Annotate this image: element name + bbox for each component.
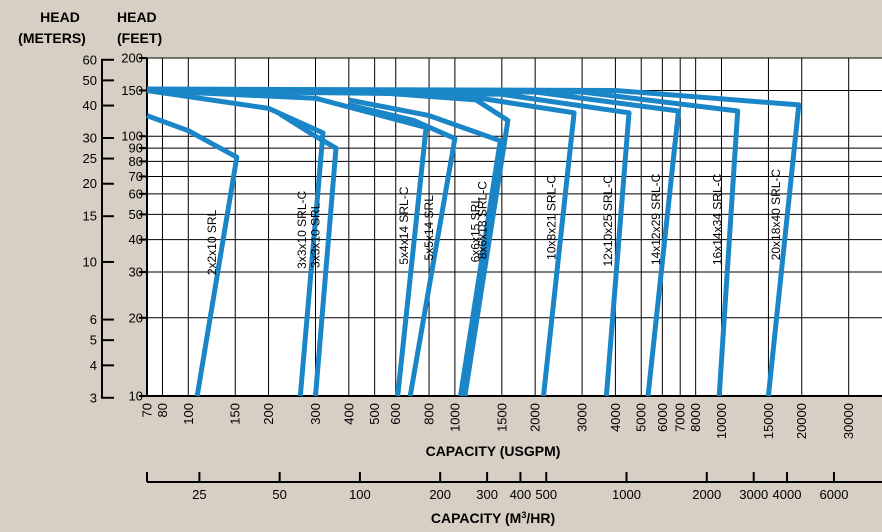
y-meters-tick-label: 50 xyxy=(83,73,97,88)
x-usgpm-tick-label: 7000 xyxy=(673,403,688,432)
curve-label: 2x2x10 SRL xyxy=(205,209,219,275)
x-usgpm-tick-label: 2000 xyxy=(528,403,543,432)
y-meters-tick-label: 6 xyxy=(90,312,97,327)
x-m3hr-title: CAPACITY (M3/HR) xyxy=(431,510,555,526)
y-meters-tick-label: 40 xyxy=(83,98,97,113)
curve-label: 5x5x14 SRL xyxy=(422,195,436,261)
y-meters-tick-label: 10 xyxy=(83,254,97,269)
x-usgpm-title: CAPACITY (USGPM) xyxy=(426,443,561,459)
x-usgpm-tick-label: 3000 xyxy=(575,403,590,432)
x-m3hr-title-sup: 3 xyxy=(521,510,526,520)
x-usgpm-tick-label: 1500 xyxy=(494,403,509,432)
x-m3hr-title-post: /HR) xyxy=(526,510,555,526)
x-usgpm-tick-label: 20000 xyxy=(794,403,809,439)
curve-label: 14x12x29 SRL-C xyxy=(649,173,663,265)
x-usgpm-tick-label: 100 xyxy=(181,403,196,425)
curve-label: 8x6x18 SRL-C xyxy=(475,181,489,259)
y-meters-tick-label: 30 xyxy=(83,130,97,145)
y-feet-tick-label: 20 xyxy=(129,310,143,325)
y-feet-tick-label: 10 xyxy=(129,389,143,404)
y-meters-tick-label: 15 xyxy=(83,209,97,224)
x-usgpm-tick-label: 5000 xyxy=(634,403,649,432)
y-feet-tick-label: 90 xyxy=(129,141,143,156)
y-meters-tick-label: 4 xyxy=(90,358,97,373)
y-feet-tick-label: 80 xyxy=(129,154,143,169)
y-feet-tick-label: 200 xyxy=(121,51,143,66)
x-m3hr-tick-label: 500 xyxy=(535,487,557,502)
x-m3hr-tick-label: 200 xyxy=(429,487,451,502)
curve-label: 6x6x15 SRL xyxy=(469,197,483,263)
y-feet-tick-label: 40 xyxy=(129,232,143,247)
y-meters-tick-label: 3 xyxy=(90,390,97,405)
pump-curve xyxy=(146,113,240,397)
x-m3hr-tick-label: 4000 xyxy=(773,487,802,502)
x-m3hr-tick-label: 1000 xyxy=(612,487,641,502)
x-usgpm-tick-label: 400 xyxy=(341,403,356,425)
pump-curve xyxy=(278,111,339,397)
y-feet-tick-label: 30 xyxy=(129,265,143,280)
pump-curve xyxy=(146,88,429,397)
pump-curve xyxy=(146,86,802,397)
x-usgpm-tick-label: 6000 xyxy=(655,403,670,432)
y-feet-title-line1: HEAD xyxy=(117,9,157,25)
curve-label: 5x4x14 SRL-C xyxy=(397,186,411,264)
y-feet-tick-label: 100 xyxy=(121,129,143,144)
x-m3hr-tick-label: 300 xyxy=(476,487,498,502)
x-usgpm-tick-label: 10000 xyxy=(714,403,729,439)
x-usgpm-tick-label: 70 xyxy=(140,403,155,417)
y-meters-title-line2: (METERS) xyxy=(18,30,86,46)
y-feet-tick-label: 150 xyxy=(121,83,143,98)
x-usgpm-tick-label: 4000 xyxy=(608,403,623,432)
pump-curve xyxy=(146,88,326,397)
y-feet-tick-label: 70 xyxy=(129,169,143,184)
x-usgpm-tick-label: 8000 xyxy=(688,403,703,432)
y-meters-tick-label: 20 xyxy=(83,176,97,191)
y-meters-tick-label: 5 xyxy=(90,333,97,348)
y-meters-title-line1: HEAD xyxy=(40,9,80,25)
x-usgpm-tick-label: 15000 xyxy=(761,403,776,439)
y-feet-title-line2: (FEET) xyxy=(117,30,162,46)
curve-label: 3x3x10 SRL xyxy=(309,202,323,268)
x-usgpm-tick-label: 600 xyxy=(388,403,403,425)
x-usgpm-tick-label: 150 xyxy=(228,403,243,425)
x-m3hr-tick-label: 2000 xyxy=(692,487,721,502)
x-usgpm-tick-label: 30000 xyxy=(841,403,856,439)
y-feet-tick-label: 60 xyxy=(129,186,143,201)
x-m3hr-title-pre: CAPACITY (M xyxy=(431,510,521,526)
y-meters-tick-label: 60 xyxy=(83,52,97,67)
plot-background xyxy=(147,58,882,396)
x-usgpm-tick-label: 800 xyxy=(422,403,437,425)
pump-curve xyxy=(348,97,503,397)
x-usgpm-tick-label: 1000 xyxy=(447,403,462,432)
curve-label: 10x8x21 SRL-C xyxy=(544,175,558,260)
x-m3hr-tick-label: 3000 xyxy=(739,487,768,502)
x-usgpm-tick-label: 80 xyxy=(155,403,170,417)
plot-layer: 6050403025201510654320015010090807060504… xyxy=(83,51,882,502)
curve-label: 12x10x25 SRL-C xyxy=(601,175,615,267)
x-usgpm-tick-label: 200 xyxy=(261,403,276,425)
y-meters-tick-label: 25 xyxy=(83,151,97,166)
x-m3hr-tick-label: 25 xyxy=(192,487,206,502)
curve-label: 20x18x40 SRL-C xyxy=(769,169,783,261)
x-m3hr-tick-label: 400 xyxy=(510,487,532,502)
curve-label: 3x3x10 SRL-C xyxy=(295,190,309,268)
pump-curve xyxy=(348,102,458,397)
x-usgpm-tick-label: 500 xyxy=(367,403,382,425)
x-m3hr-tick-label: 6000 xyxy=(820,487,849,502)
y-feet-tick-label: 50 xyxy=(129,207,143,222)
x-m3hr-tick-label: 100 xyxy=(349,487,371,502)
x-usgpm-tick-label: 300 xyxy=(308,403,323,425)
x-m3hr-tick-label: 50 xyxy=(272,487,286,502)
curve-label: 16x14x34 SRL-C xyxy=(711,173,725,265)
